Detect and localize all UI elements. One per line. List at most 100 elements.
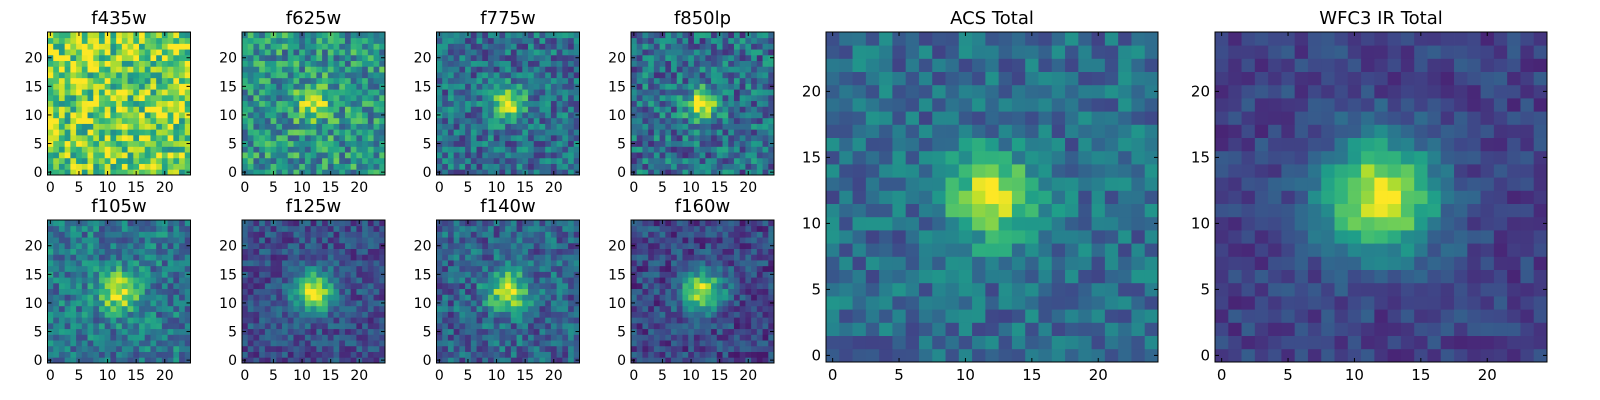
heatmap-cell [562,351,569,358]
heatmap-cell [304,345,312,352]
heatmap-cell [167,322,174,330]
heatmap-cell [739,340,746,347]
heatmap-cell [184,225,191,232]
heatmap-cell [253,345,260,352]
heatmap-cell [282,134,289,142]
heatmap-cell [179,322,186,330]
heatmap-cell [81,328,88,335]
heatmap-cell [333,357,340,364]
heatmap-cell [682,106,689,113]
heatmap-cell [676,140,683,147]
heatmap-cell [133,72,140,79]
heatmap-cell [270,305,277,312]
heatmap-cell [693,163,701,170]
heatmap-cell [768,77,775,84]
heatmap-cell [304,294,312,301]
heatmap-cell [653,37,660,44]
heatmap-cell [665,300,672,307]
y-tick-label: 10 [219,296,237,312]
heatmap-cell [653,72,660,79]
heatmap-cell [150,311,157,318]
heatmap-cell [716,72,723,79]
heatmap-cell [104,83,111,90]
heatmap-cell [539,77,546,84]
heatmap-cell [522,123,529,130]
heatmap-cell [282,277,289,284]
heatmap-cell [287,134,294,142]
heatmap-cell [327,43,334,50]
heatmap-cell [304,282,312,290]
heatmap-cell [762,340,769,347]
heatmap-cell [373,163,380,170]
heatmap-cell [276,340,283,347]
heatmap-cell [276,49,283,56]
heatmap-cell [436,77,443,84]
heatmap-cell [493,152,500,159]
heatmap-cell [121,77,128,84]
heatmap-cell [545,140,552,147]
heatmap-cell [144,134,151,142]
heatmap-cell [327,271,334,278]
heatmap-cell [282,334,289,341]
heatmap-cell [550,294,558,301]
heatmap-cell [682,300,689,307]
heatmap-cell [556,134,563,142]
heatmap-cell [47,146,54,153]
heatmap-cell [499,311,506,318]
heatmap-cell [310,357,317,364]
heatmap-cell [167,242,174,249]
heatmap-cell [156,288,163,295]
heatmap-cell [728,66,735,73]
heatmap-cell [64,288,71,295]
heatmap-cell [276,282,283,290]
heatmap-cell [70,351,77,358]
heatmap-cell [550,237,558,244]
heatmap-cell [688,340,695,347]
heatmap-cell [676,169,683,176]
heatmap-cell [362,282,369,290]
heatmap-cell [636,340,643,347]
heatmap-cell [184,60,191,67]
heatmap-cell [476,77,483,84]
heatmap-cell [304,265,312,272]
x-tick-label: 15 [516,368,534,384]
heatmap-cell [81,277,88,284]
heatmap-cell [167,282,174,290]
heatmap-cell [133,83,140,90]
heatmap-cell [87,242,94,249]
heatmap-cell [642,100,649,107]
heatmap-cell [499,328,506,335]
heatmap-cell [545,157,552,164]
heatmap-cell [344,340,352,347]
heatmap-cell [161,157,169,164]
heatmap-cell [150,54,157,61]
heatmap-cell [362,357,369,364]
heatmap-cell [453,54,460,61]
heatmap-cell [516,106,523,113]
heatmap-cell [505,231,512,238]
heatmap-cell [745,66,752,73]
heatmap-cell [459,163,466,170]
heatmap-cell [693,345,701,352]
heatmap-cell [150,340,157,347]
heatmap-cell [299,248,306,255]
heatmap-cell [293,242,300,249]
heatmap-cell [533,157,540,164]
heatmap-cell [144,89,151,96]
heatmap-cell [648,77,655,84]
heatmap-cell [139,94,146,102]
heatmap-cell [482,294,489,301]
heatmap-cell [642,345,649,352]
heatmap-cell [299,294,306,301]
heatmap-cell [470,225,477,232]
heatmap-cell [293,37,300,44]
heatmap-cell [699,54,706,61]
heatmap-cell [482,123,489,130]
heatmap-cell [487,157,495,164]
heatmap-cell [333,112,340,119]
heatmap-cell [110,100,117,107]
heatmap-cell [161,231,169,238]
heatmap-cell [350,294,357,301]
heatmap-cell [121,265,128,272]
heatmap-cell [133,317,140,324]
